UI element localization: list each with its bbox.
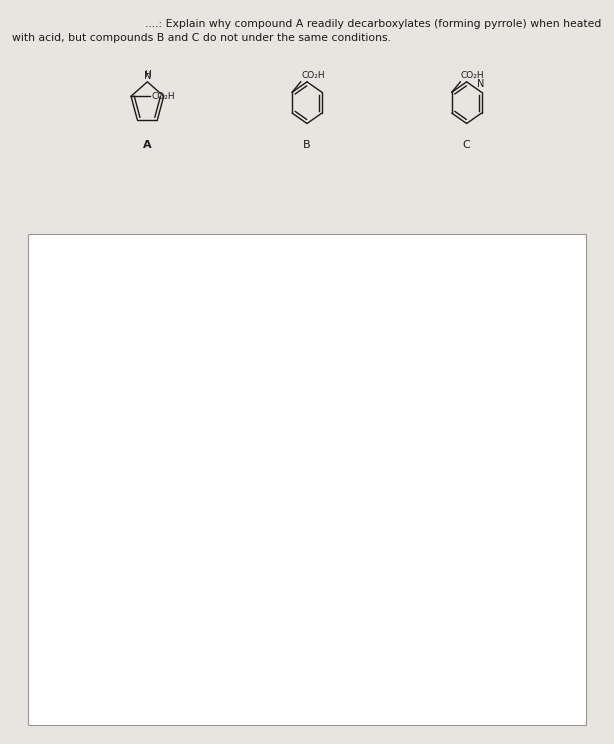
FancyBboxPatch shape	[28, 234, 586, 725]
Text: ....: Explain why compound A readily decarboxylates (forming pyrrole) when heate: ....: Explain why compound A readily dec…	[146, 19, 602, 29]
Text: CO₂H: CO₂H	[301, 71, 325, 80]
Text: N: N	[144, 71, 151, 81]
Text: C: C	[463, 140, 470, 150]
Text: A: A	[143, 140, 152, 150]
Text: CO₂H: CO₂H	[461, 71, 484, 80]
Text: N: N	[477, 79, 484, 89]
Text: CO₂H: CO₂H	[151, 92, 175, 100]
Text: B: B	[303, 140, 311, 150]
Text: with acid, but compounds B and C do not under the same conditions.: with acid, but compounds B and C do not …	[12, 33, 391, 43]
Text: H: H	[144, 70, 150, 79]
